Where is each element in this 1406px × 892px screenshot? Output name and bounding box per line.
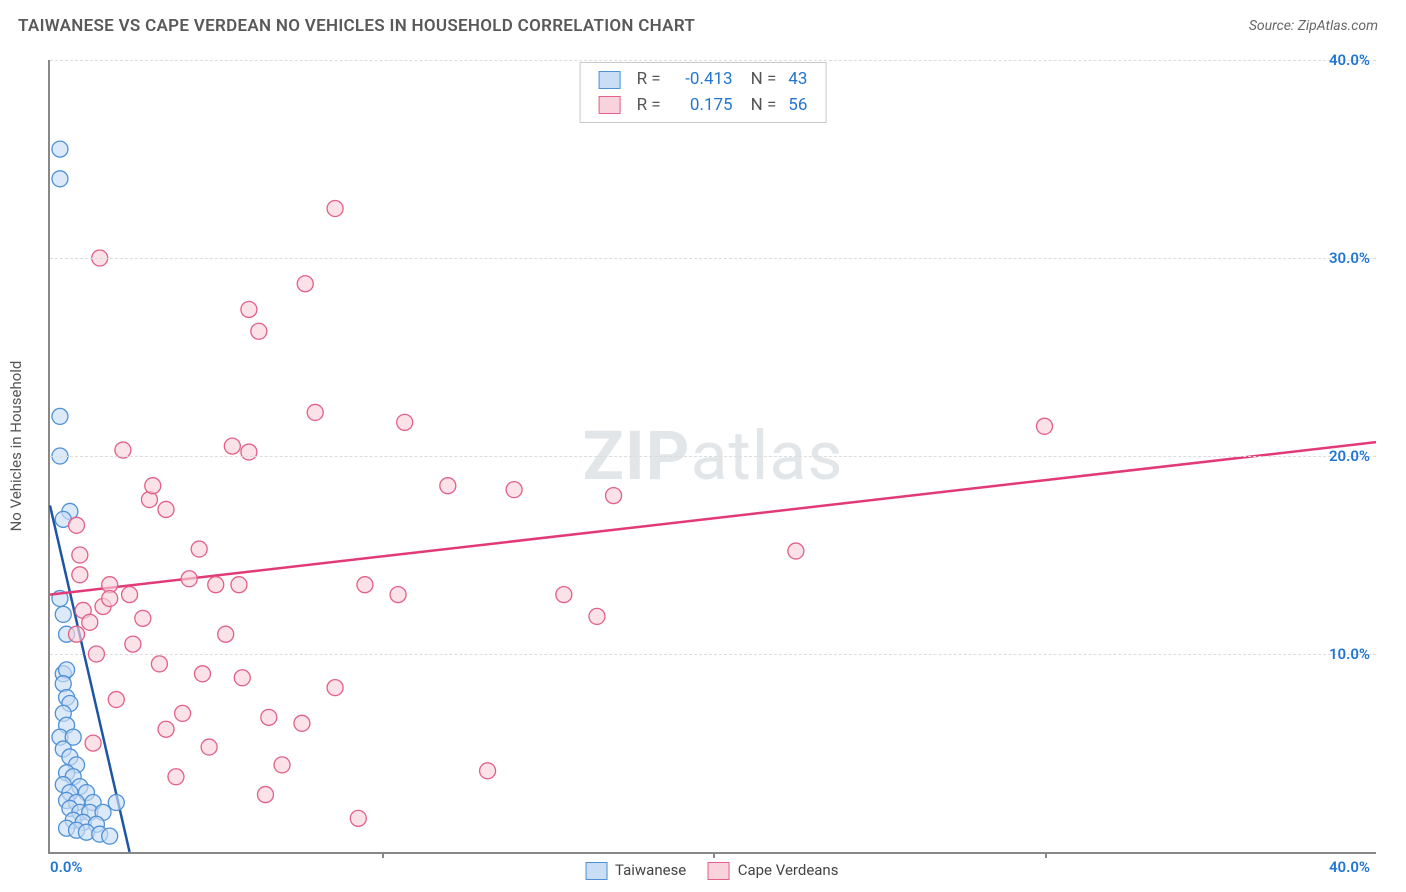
legend-label: Cape Verdeans: [734, 861, 838, 879]
n-value: 56: [782, 93, 813, 119]
scatter-point: [274, 757, 290, 773]
scatter-point: [241, 444, 257, 460]
scatter-point: [194, 666, 210, 682]
legend-swatch: [599, 96, 621, 114]
scatter-point: [218, 626, 234, 642]
scatter-point: [191, 541, 207, 557]
series-legend: Taiwanese Cape Verdeans: [568, 861, 839, 880]
grid-line: [50, 654, 1376, 655]
legend-row: R =-0.413N =43: [593, 67, 814, 93]
grid-line: [50, 456, 1376, 457]
scatter-point: [589, 608, 605, 624]
y-tick-label: 10.0%: [1329, 645, 1370, 663]
plot-area: ZIPatlas 10.0%20.0%30.0%40.0%0.0%40.0%: [48, 60, 1376, 854]
scatter-point: [480, 763, 496, 779]
legend-swatch: [708, 862, 730, 880]
scatter-point: [224, 438, 240, 454]
y-tick-label: 30.0%: [1329, 249, 1370, 267]
scatter-point: [201, 739, 217, 755]
scatter-point: [122, 587, 138, 603]
scatter-point: [606, 488, 622, 504]
chart-title: TAIWANESE VS CAPE VERDEAN NO VEHICLES IN…: [18, 16, 695, 36]
trend-line: [50, 442, 1376, 594]
scatter-point: [55, 606, 71, 622]
scatter-point: [397, 414, 413, 430]
scatter-point: [1037, 418, 1053, 434]
r-value: -0.413: [667, 67, 739, 93]
scatter-point: [151, 656, 167, 672]
scatter-point: [69, 517, 85, 533]
source-label: Source: ZipAtlas.com: [1249, 18, 1378, 34]
x-tick: [382, 852, 384, 858]
scatter-point: [158, 721, 174, 737]
scatter-point: [261, 709, 277, 725]
scatter-point: [52, 171, 68, 187]
scatter-point: [234, 670, 250, 686]
scatter-point: [294, 715, 310, 731]
n-value: 43: [782, 67, 813, 93]
scatter-point: [102, 591, 118, 607]
x-tick: [1045, 852, 1047, 858]
scatter-point: [72, 567, 88, 583]
r-value: 0.175: [667, 93, 739, 119]
legend-row: R =0.175N =56: [593, 93, 814, 119]
scatter-point: [52, 141, 68, 157]
scatter-point: [327, 680, 343, 696]
scatter-point: [257, 787, 273, 803]
scatter-point: [135, 610, 151, 626]
scatter-point: [788, 543, 804, 559]
scatter-point: [168, 769, 184, 785]
scatter-point: [72, 547, 88, 563]
scatter-point: [297, 276, 313, 292]
grid-line: [50, 258, 1376, 259]
scatter-point: [69, 626, 85, 642]
scatter-point: [108, 795, 124, 811]
scatter-point: [102, 828, 118, 844]
scatter-point: [145, 478, 161, 494]
x-tick: [713, 852, 715, 858]
scatter-point: [556, 587, 572, 603]
scatter-point: [357, 577, 373, 593]
y-tick-label: 40.0%: [1329, 51, 1370, 69]
grid-line: [50, 60, 1376, 61]
legend-swatch: [599, 71, 621, 89]
x-tick-label: 40.0%: [1329, 858, 1370, 876]
legend-label: Taiwanese: [612, 861, 690, 879]
legend-swatch: [586, 862, 608, 880]
correlation-legend: R =-0.413N =43R =0.175N =56: [580, 62, 827, 123]
scatter-point: [125, 636, 141, 652]
scatter-point: [440, 478, 456, 494]
scatter-point: [327, 201, 343, 217]
scatter-point: [208, 577, 224, 593]
scatter-point: [251, 323, 267, 339]
x-tick-label: 0.0%: [50, 858, 82, 876]
scatter-point: [241, 301, 257, 317]
scatter-point: [390, 587, 406, 603]
scatter-point: [52, 408, 68, 424]
scatter-point: [85, 735, 101, 751]
scatter-point: [231, 577, 247, 593]
scatter-point: [506, 482, 522, 498]
scatter-point: [350, 810, 366, 826]
scatter-point: [307, 404, 323, 420]
scatter-point: [108, 692, 124, 708]
y-tick-label: 20.0%: [1329, 447, 1370, 465]
scatter-point: [175, 705, 191, 721]
scatter-point: [82, 614, 98, 630]
scatter-point: [158, 501, 174, 517]
scatter-point: [181, 571, 197, 587]
chart-container: { "title": "TAIWANESE VS CAPE VERDEAN NO…: [0, 0, 1406, 892]
y-axis-label: No Vehicles in Household: [7, 361, 25, 532]
